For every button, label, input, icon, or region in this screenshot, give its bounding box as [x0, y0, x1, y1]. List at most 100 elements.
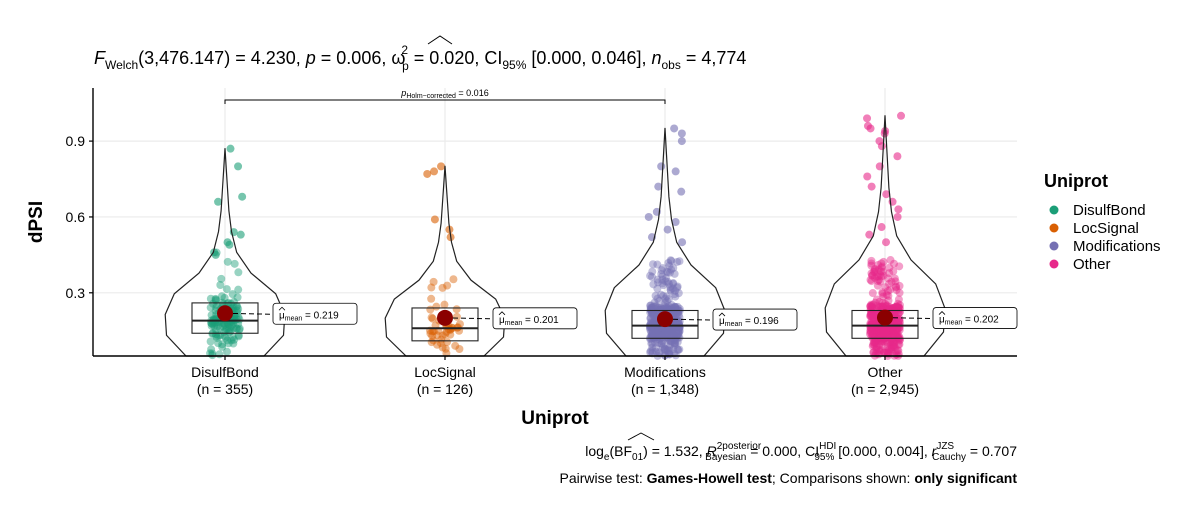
data-point	[894, 309, 903, 318]
data-point	[663, 329, 672, 338]
data-point	[894, 303, 903, 312]
data-point	[869, 267, 878, 276]
mean-label-box	[492, 307, 578, 330]
data-point	[653, 325, 662, 334]
data-point	[220, 332, 229, 341]
data-point	[893, 346, 902, 355]
data-point	[891, 302, 900, 311]
data-point	[675, 333, 684, 342]
data-point	[866, 326, 875, 335]
data-point	[674, 310, 683, 319]
data-point	[675, 327, 684, 336]
data-point	[880, 129, 889, 138]
data-point	[649, 332, 658, 341]
data-point	[874, 325, 883, 334]
y-axis-title: dPSI	[26, 201, 47, 243]
data-point	[866, 310, 875, 319]
data-point	[662, 330, 671, 339]
data-point	[878, 326, 887, 335]
box	[411, 307, 479, 342]
data-point	[895, 316, 904, 325]
data-point	[656, 328, 665, 337]
data-point	[651, 328, 660, 337]
data-point	[216, 280, 225, 289]
data-point	[872, 272, 881, 281]
data-point	[452, 305, 461, 314]
data-point	[878, 328, 887, 337]
mean-label: μmean = 0.201	[499, 315, 559, 327]
data-point	[863, 114, 872, 123]
data-point	[437, 162, 446, 171]
data-point	[872, 295, 881, 304]
data-point	[895, 262, 904, 271]
data-point	[224, 320, 233, 329]
data-point	[879, 329, 888, 338]
data-point	[881, 283, 890, 292]
mean-hat	[938, 311, 946, 315]
data-point	[666, 256, 675, 265]
data-point	[873, 301, 882, 310]
data-point	[884, 330, 893, 339]
mean-connector	[664, 318, 714, 321]
data-point	[669, 326, 678, 335]
data-point	[878, 289, 887, 298]
data-point	[886, 341, 895, 350]
data-point	[211, 295, 220, 304]
data-point	[874, 333, 883, 342]
data-point	[895, 335, 904, 344]
data-point	[670, 307, 679, 316]
data-point	[892, 282, 901, 291]
data-point	[652, 328, 661, 337]
data-point	[890, 305, 899, 314]
data-point	[869, 329, 878, 338]
data-point	[882, 302, 891, 311]
mean-label: μmean = 0.219	[279, 310, 339, 322]
data-point	[222, 324, 231, 333]
mean-label: μmean = 0.196	[719, 316, 779, 328]
caption-bayes: loge(BF01) = 1.532, R2posterior Bayesian …	[585, 441, 1017, 463]
data-point	[659, 325, 668, 334]
data-point	[873, 348, 882, 357]
data-point	[658, 333, 667, 342]
data-point	[647, 318, 656, 327]
data-point	[673, 337, 682, 346]
data-point	[663, 225, 672, 234]
data-point	[224, 339, 233, 348]
data-point	[672, 331, 681, 340]
data-point	[440, 300, 449, 309]
data-point	[664, 295, 673, 304]
data-point	[882, 190, 891, 199]
data-point	[867, 259, 876, 268]
data-point	[670, 124, 679, 133]
data-point	[672, 333, 681, 342]
data-point	[665, 328, 674, 337]
data-point	[866, 302, 875, 311]
data-point	[653, 330, 662, 339]
data-point	[660, 330, 669, 339]
data-point	[658, 264, 667, 273]
data-point	[885, 326, 894, 335]
x-axis-title: Uniprot	[521, 408, 589, 429]
data-point	[872, 339, 881, 348]
data-point	[878, 329, 887, 338]
data-point	[238, 192, 247, 201]
box	[191, 302, 259, 334]
data-point	[886, 256, 895, 265]
data-point	[207, 321, 216, 330]
data-point	[210, 322, 219, 331]
data-point	[646, 333, 655, 342]
data-point	[669, 279, 678, 288]
data-point	[665, 327, 674, 336]
data-point	[236, 230, 245, 239]
data-point	[227, 321, 236, 330]
data-point	[648, 343, 657, 352]
data-point	[669, 345, 678, 354]
data-point	[868, 271, 877, 280]
data-point	[653, 275, 662, 284]
data-point	[657, 327, 666, 336]
data-point	[670, 302, 679, 311]
data-point	[651, 343, 660, 352]
data-point	[872, 325, 881, 334]
data-point	[870, 325, 879, 334]
